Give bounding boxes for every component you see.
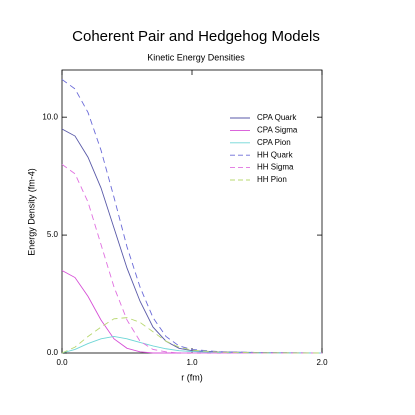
data-line [61,317,323,354]
legend-label: CPA Pion [257,138,291,147]
y-axis-label: Energy Density (fm-4) [26,168,36,256]
chart-title: Coherent Pair and Hedgehog Models [72,28,320,45]
legend-label: CPA Sigma [257,126,298,135]
legend-label: CPA Quark [257,113,297,122]
x-tick-label: 0.0 [56,358,68,367]
y-tick-label: 10.0 [42,112,58,121]
y-tick-label: 0.0 [47,348,59,357]
y-tick-label: 5.0 [47,230,59,239]
chart-subtitle: Kinetic Energy Densities [147,52,245,62]
legend-label: HH Sigma [257,163,294,172]
legend-label: HH Quark [257,150,294,159]
data-line [61,163,322,354]
x-tick-label: 2.0 [316,358,328,367]
data-line [61,79,323,354]
legend-label: HH Pion [257,175,287,184]
x-tick-label: 1.0 [186,358,198,367]
data-line [61,336,322,354]
x-axis-label: r (fm) [181,372,203,382]
